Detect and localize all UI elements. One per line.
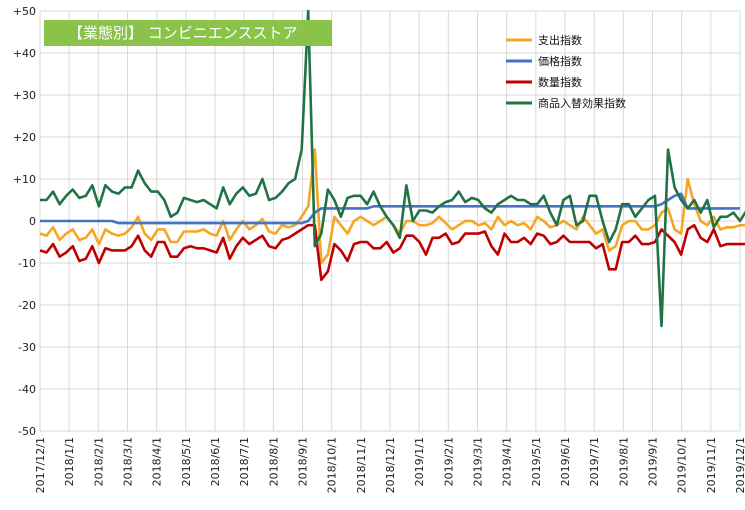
y-tick-label: -30 — [18, 341, 36, 354]
series-line-2 — [39, 223, 745, 282]
x-tick-label: 2018/9/1 — [297, 437, 310, 486]
x-tick-label: 2018/1/1 — [63, 437, 76, 486]
chart-title: 【業態別】 コンビニエンスストア — [44, 20, 332, 46]
y-tick-label: -50 — [18, 425, 36, 438]
x-tick-label: 2019/12/1 — [734, 437, 745, 493]
legend-label: 支出指数 — [538, 33, 582, 47]
x-axis: 2017/12/1 2018/1/1 2018/2/1 2018/3/1 2018/4/… — [34, 437, 745, 493]
x-tick-label: 2019/9/1 — [647, 437, 660, 486]
x-tick-label: 2018/8/1 — [267, 437, 280, 486]
x-tick-label: 2019/11/1 — [705, 437, 718, 493]
x-tick-label: 2019/6/1 — [559, 437, 572, 486]
x-tick-label: 2018/4/1 — [151, 437, 164, 486]
y-tick-label: -20 — [18, 299, 36, 312]
x-tick-label: 2018/12/1 — [384, 437, 397, 493]
x-tick-label: 2019/8/1 — [617, 437, 630, 486]
y-tick-label: -10 — [18, 257, 36, 270]
x-tick-label: 2019/10/1 — [676, 437, 689, 493]
x-tick-label: 2018/3/1 — [122, 437, 135, 486]
x-tick-label: 2019/2/1 — [442, 437, 455, 486]
x-tick-label: 2019/1/1 — [413, 437, 426, 486]
x-tick-label: 2018/2/1 — [92, 437, 105, 486]
x-tick-label: 2019/7/1 — [588, 437, 601, 486]
x-tick-label: 2018/5/1 — [180, 437, 193, 486]
x-tick-label: 2019/3/1 — [472, 437, 485, 486]
x-tick-label: 2019/5/1 — [530, 437, 543, 486]
y-tick-label: +10 — [13, 173, 36, 186]
series-lines — [39, 9, 745, 328]
y-tick-label: +30 — [13, 89, 36, 102]
x-tick-label: 2018/7/1 — [238, 437, 251, 486]
x-tick-label: 2019/4/1 — [501, 437, 514, 486]
y-tick-label: 0 — [29, 215, 36, 228]
legend-label: 商品入替効果指数 — [538, 96, 626, 110]
y-tick-label: +20 — [13, 131, 36, 144]
series-line-1 — [40, 192, 740, 225]
y-axis: +50 +40 +30 +20 +10 0 -10 -20 -30 -40 -50 — [13, 5, 36, 438]
x-tick-label: 2018/10/1 — [326, 437, 339, 493]
series-line-3 — [40, 9, 745, 328]
y-tick-label: -40 — [18, 383, 36, 396]
legend-label: 数量指数 — [538, 75, 582, 89]
x-tick-label: 2018/11/1 — [355, 437, 368, 493]
y-tick-label: +50 — [13, 5, 36, 18]
x-tick-label: 2018/6/1 — [209, 437, 222, 486]
legend-label: 価格指数 — [538, 54, 582, 68]
x-tick-label: 2017/12/1 — [34, 437, 47, 493]
y-tick-label: +40 — [13, 47, 36, 60]
